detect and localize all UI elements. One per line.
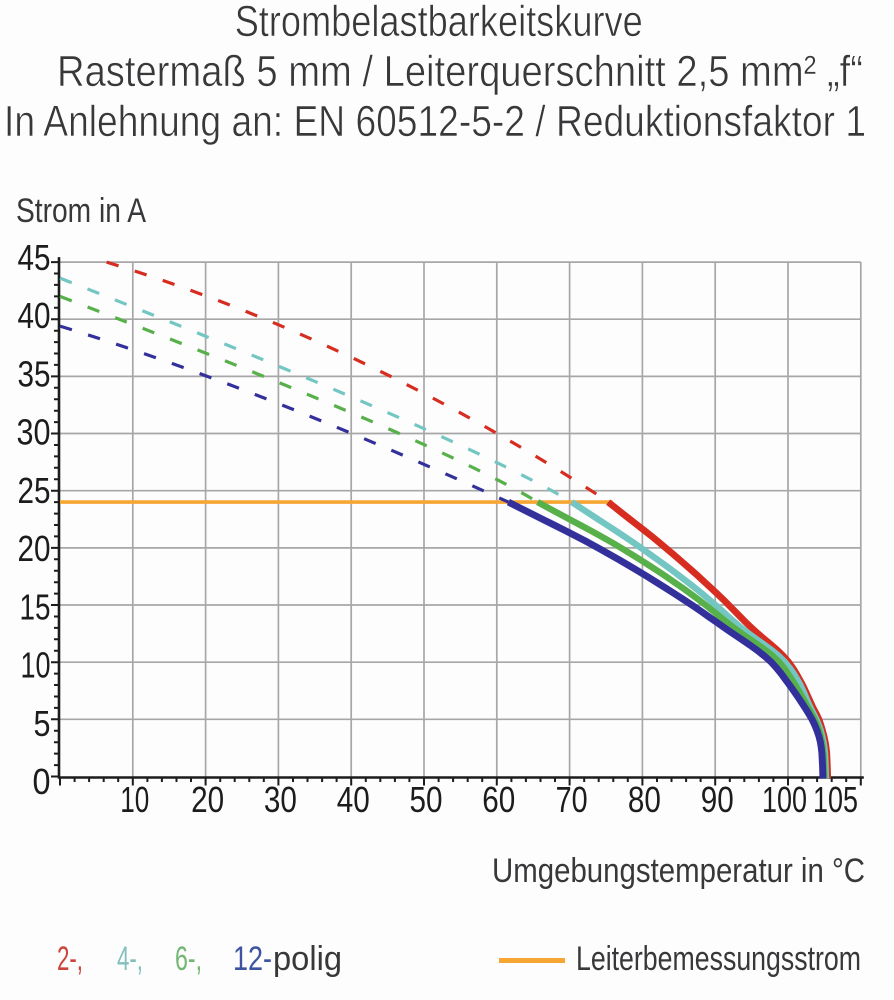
svg-text:12-: 12-: [233, 940, 272, 978]
svg-text:6-,: 6-,: [175, 940, 202, 978]
svg-text:40: 40: [18, 295, 51, 336]
svg-text:20: 20: [191, 779, 224, 820]
svg-text:45: 45: [18, 237, 51, 278]
svg-text:polig: polig: [273, 940, 342, 978]
svg-text:Strom in A: Strom in A: [16, 192, 146, 230]
svg-text:Strombelastbarkeitskurve: Strombelastbarkeitskurve: [235, 0, 643, 46]
svg-text:5: 5: [34, 703, 51, 744]
svg-text:40: 40: [337, 779, 370, 820]
svg-text:30: 30: [17, 412, 51, 453]
svg-text:80: 80: [628, 779, 661, 820]
svg-text:2-,: 2-,: [57, 940, 83, 978]
svg-text:30: 30: [264, 779, 297, 820]
svg-text:70: 70: [556, 779, 588, 820]
svg-text:Rastermaß 5 mm / Leiterquersch: Rastermaß 5 mm / Leiterquerschnitt 2,5 m…: [57, 47, 863, 96]
svg-text:105: 105: [813, 779, 858, 820]
svg-text:In Anlehnung an: EN 60512-5-2: In Anlehnung an: EN 60512-5-2 / Reduktio…: [4, 97, 866, 146]
svg-text:50: 50: [410, 779, 443, 820]
svg-text:25: 25: [18, 470, 51, 511]
svg-text:60: 60: [482, 779, 515, 820]
svg-text:0: 0: [33, 761, 51, 802]
svg-text:10: 10: [21, 645, 51, 686]
svg-text:90: 90: [701, 779, 734, 820]
svg-text:20: 20: [18, 528, 51, 569]
svg-text:Umgebungstemperatur in °C: Umgebungstemperatur in °C: [492, 852, 865, 890]
svg-text:100: 100: [762, 779, 807, 820]
svg-text:10: 10: [120, 779, 149, 820]
svg-text:4-,: 4-,: [117, 940, 143, 978]
svg-text:Leiterbemessungsstrom: Leiterbemessungsstrom: [576, 940, 861, 978]
svg-text:35: 35: [18, 353, 51, 394]
svg-text:15: 15: [20, 586, 51, 627]
